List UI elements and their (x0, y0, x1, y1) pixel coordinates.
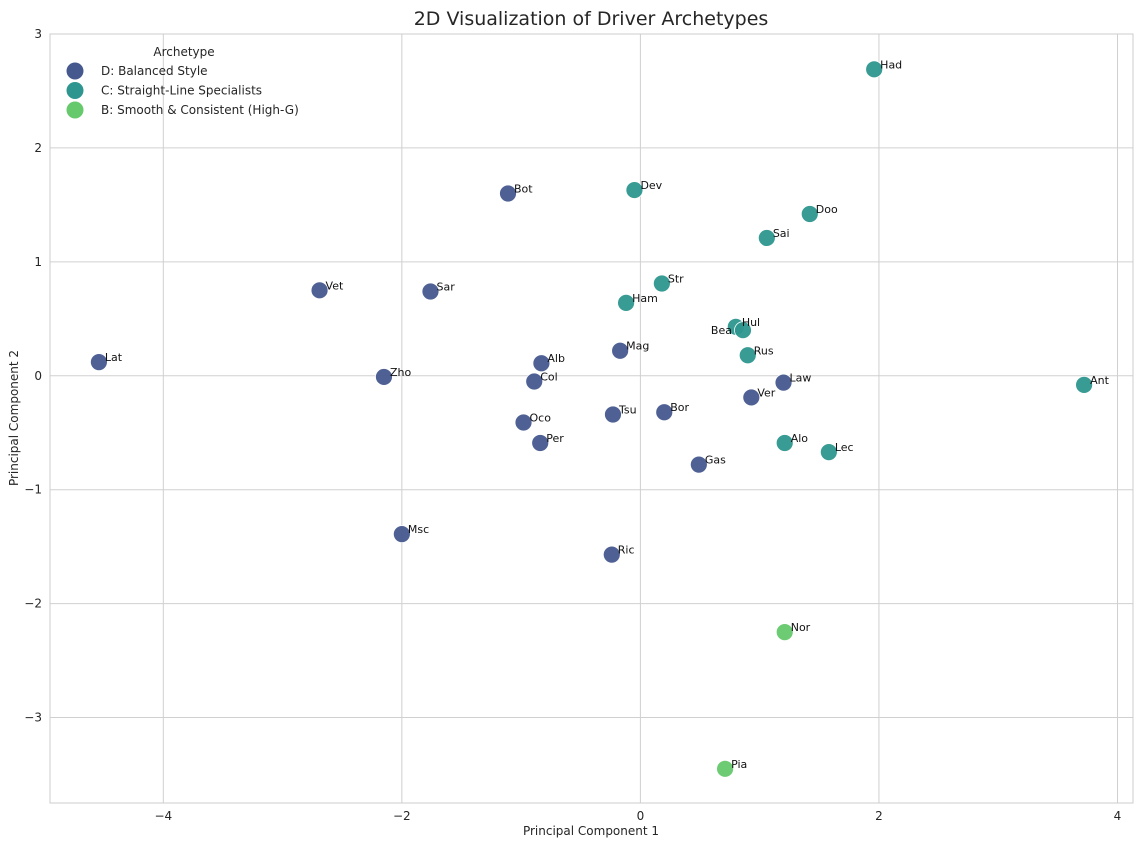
point-label: Law (790, 372, 812, 385)
data-point (738, 346, 757, 365)
point-label: Mag (626, 340, 649, 353)
point-label: Gas (705, 454, 726, 467)
legend-label: C: Straight-Line Specialists (101, 84, 262, 98)
legend-marker (66, 101, 84, 119)
point-label: Vet (326, 279, 344, 292)
point-label: Ric (618, 544, 635, 557)
y-tick-label: −1 (24, 483, 42, 497)
point-label: Hul (742, 316, 760, 329)
point-label: Bor (670, 401, 689, 414)
y-tick-label: 2 (34, 141, 42, 155)
data-point (625, 181, 644, 199)
y-tick-label: 3 (34, 27, 42, 41)
point-label: Had (880, 58, 902, 71)
point-label: Rus (754, 344, 774, 357)
legend-title: Archetype (153, 45, 214, 59)
point-label: Alb (547, 352, 565, 365)
point-label: Per (546, 432, 564, 445)
data-point (375, 368, 393, 386)
y-axis-label: Principal Component 2 (7, 350, 21, 486)
data-point (310, 281, 329, 300)
data-point (90, 353, 108, 372)
chart-title: 2D Visualization of Driver Archetypes (414, 8, 769, 30)
y-tick-label: −3 (24, 711, 42, 725)
data-point (604, 405, 622, 424)
point-label: Doo (816, 203, 838, 216)
points: Had Dev Bot Doo Sai Str Vet Sar Ham Hul Bea Lat Mag A… (90, 58, 1110, 778)
data-point (1075, 375, 1093, 394)
point-label: Pia (731, 758, 747, 771)
legend-label: D: Balanced Style (101, 64, 208, 78)
axis-ticks: −4 −2 0 2 4 −3 −2 −1 0 1 2 3 (24, 27, 1121, 823)
data-point (775, 623, 794, 642)
point-label: Bot (514, 182, 533, 195)
data-point (800, 205, 819, 223)
legend-label: B: Smooth & Consistent (High-G) (101, 103, 299, 117)
x-tick-label: 4 (1114, 809, 1122, 823)
plot-frame (49, 33, 1134, 804)
legend: Archetype D: Balanced Style C: Straight-L… (66, 45, 299, 119)
point-label: Dev (640, 179, 662, 192)
grid (50, 33, 1133, 803)
x-tick-label: −4 (154, 809, 172, 823)
data-point (532, 354, 551, 373)
point-label: Oco (530, 411, 552, 424)
data-point (652, 274, 671, 293)
point-label: Sai (773, 227, 790, 240)
point-label: Nor (791, 621, 811, 634)
y-tick-label: −2 (24, 597, 42, 611)
point-label: Str (668, 272, 684, 285)
x-axis-label: Principal Component 1 (523, 824, 659, 838)
data-point (392, 525, 411, 544)
data-point (689, 455, 708, 474)
point-label: Ver (757, 386, 775, 399)
data-point (819, 443, 838, 462)
legend-marker (66, 82, 84, 99)
x-tick-label: 2 (875, 809, 883, 823)
point-label: Alo (791, 432, 809, 445)
data-point (716, 759, 734, 778)
data-point (499, 184, 517, 203)
data-point (655, 403, 674, 422)
data-point (421, 282, 440, 301)
y-tick-label: 1 (34, 255, 42, 269)
x-tick-label: 0 (637, 809, 645, 823)
data-point (774, 373, 793, 392)
point-label: Msc (408, 523, 429, 536)
point-label: Bea (711, 324, 732, 337)
point-label: Lat (105, 351, 123, 364)
data-point (531, 434, 550, 452)
point-label: Lec (835, 441, 854, 454)
point-label: Ham (632, 292, 658, 305)
y-tick-label: 0 (34, 369, 42, 383)
point-label: Zho (390, 366, 412, 379)
data-point (602, 545, 621, 564)
data-point (525, 372, 544, 391)
point-label: Col (540, 370, 557, 383)
x-tick-label: −2 (393, 809, 411, 823)
point-label: Tsu (618, 404, 637, 417)
data-point (617, 293, 635, 312)
data-point (865, 60, 884, 79)
data-point (514, 413, 533, 432)
data-point (757, 229, 776, 247)
legend-marker (66, 62, 84, 80)
data-point (611, 341, 630, 360)
data-point (734, 321, 752, 340)
data-point (775, 434, 794, 452)
data-point (742, 388, 761, 407)
point-label: Sar (436, 280, 455, 293)
point-label: Ant (1090, 374, 1109, 387)
